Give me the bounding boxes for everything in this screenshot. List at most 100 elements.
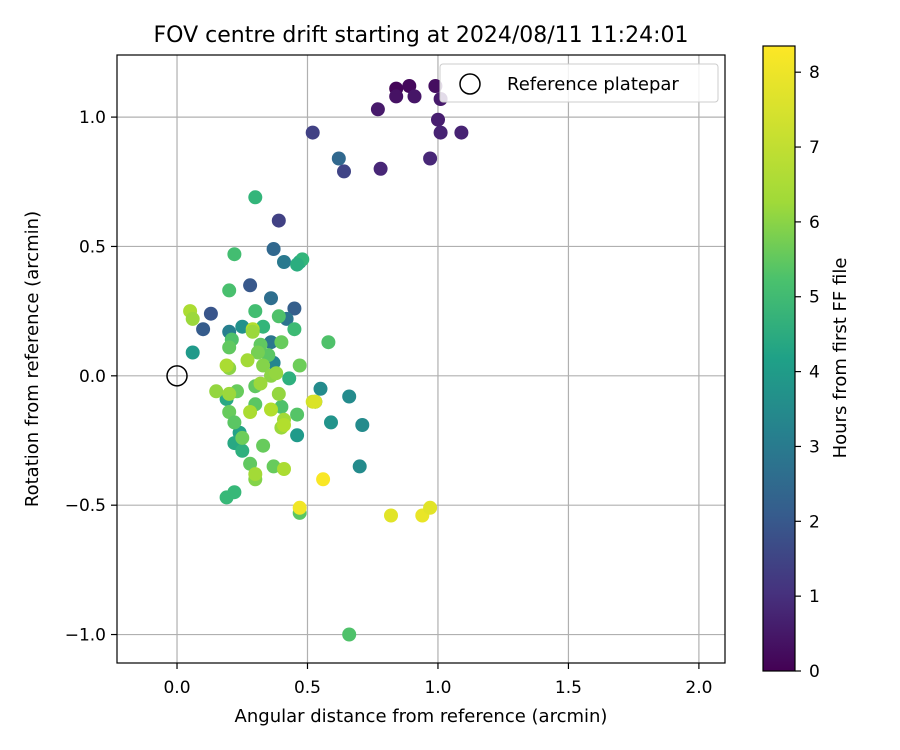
data-point-15 [271,213,286,228]
data-point-4 [407,89,422,104]
x-axis-label: Angular distance from reference (arcmin) [235,706,608,727]
reference-layer [166,365,188,387]
colorbar-tick-label: 3 [809,437,820,457]
data-point-55 [222,340,237,355]
data-point-12 [305,125,320,140]
colorbar-label: Hours from first FF file [830,258,851,459]
data-point-17 [196,322,211,337]
data-point-95 [277,462,291,476]
data-point-1 [402,79,417,93]
data-point-94 [248,467,263,482]
y-tick-label: 0.5 [79,237,106,257]
data-point-14 [331,151,346,166]
data-point-48 [222,283,237,298]
data-point-30 [313,381,328,396]
data-point-69 [235,430,250,445]
x-ticks: 0.0 0.5 1.0 1.5 2.0 [163,663,712,698]
colorbar-tick-label: 6 [809,213,820,233]
data-point-47 [227,247,242,262]
data-point-97 [308,394,323,409]
plot-frame [116,54,726,664]
data-point-98 [316,472,331,487]
data-point-9 [454,125,469,140]
data-point-20 [266,242,281,256]
data-point-7 [431,112,445,127]
data-point-10 [423,151,438,166]
data-point-70 [256,438,271,453]
data-point-24 [264,335,278,350]
data-point-49 [248,304,263,319]
data-point-71 [243,456,258,471]
x-tick-label: 0.5 [294,678,321,698]
data-point-6 [370,102,385,117]
reference-platepar-marker [166,365,188,387]
colorbar-ticks: 0 1 2 3 4 5 6 7 8 [795,63,820,682]
data-point-11 [373,161,388,176]
data-point-61 [256,358,271,373]
data-point-22 [277,255,291,269]
x-tick-label: 1.0 [424,678,451,698]
legend-label-reference: Reference platepar [507,74,679,95]
data-point-32 [355,418,370,432]
data-point-19 [287,301,302,316]
colorbar-tick-label: 7 [809,138,820,158]
data-point-102 [423,500,438,515]
x-tick-label: 0.0 [163,678,190,698]
data-point-52 [287,322,302,337]
data-point-51 [271,309,286,324]
data-point-44 [227,485,242,500]
colorbar-tick-label: 1 [809,587,820,607]
data-point-38 [290,257,305,272]
data-point-85 [240,353,255,368]
data-point-31 [342,389,357,404]
y-tick-label: 0.0 [79,367,106,387]
data-point-92 [277,418,291,432]
colorbar: 0 1 2 3 4 5 6 7 8 Hours from first FF file [762,45,851,682]
data-point-99 [292,500,307,515]
data-point-87 [245,324,260,339]
data-point-46 [248,190,263,205]
data-point-34 [352,459,367,474]
data-point-68 [227,415,242,430]
data-point-21 [264,291,278,306]
data-point-88 [264,402,278,417]
data-point-33 [324,415,338,430]
data-point-75 [342,627,357,642]
data-point-27 [185,345,200,360]
data-point-80 [219,358,234,373]
data-point-18 [243,278,258,293]
data-point-93 [243,405,258,419]
x-tick-label: 1.5 [555,678,582,698]
colorbar-tick-label: 0 [809,662,820,682]
data-point-13 [337,164,351,179]
data-point-16 [203,306,218,321]
chart-title: FOV centre drift starting at 2024/08/11 … [154,23,689,48]
grid-lines [117,55,725,663]
y-tick-label: 1.0 [79,108,106,128]
colorbar-tick-label: 2 [809,512,820,532]
y-ticks: 1.0 0.5 0.0 −0.5 −1.0 [65,108,117,646]
data-point-100 [384,508,398,523]
data-point-8 [433,125,448,140]
legend-box [439,63,719,103]
data-point-58 [250,345,265,360]
y-tick-label: −0.5 [65,496,106,516]
colorbar-gradient [762,45,796,672]
x-tick-label: 2.0 [685,678,712,698]
data-point-39 [282,371,297,386]
data-point-60 [292,358,307,373]
colorbar-tick-label: 8 [809,63,820,83]
data-points [183,79,469,642]
data-point-53 [321,335,336,350]
data-point-77 [269,366,284,381]
y-axis-label: Rotation from reference (arcmin) [22,211,43,507]
colorbar-tick-label: 5 [809,288,820,308]
legend: Reference platepar [439,63,719,103]
data-point-2 [428,79,443,93]
data-point-35 [290,428,305,443]
data-point-78 [253,376,268,391]
colorbar-tick-label: 4 [809,363,820,383]
data-point-67 [290,407,305,422]
data-point-84 [185,311,200,326]
